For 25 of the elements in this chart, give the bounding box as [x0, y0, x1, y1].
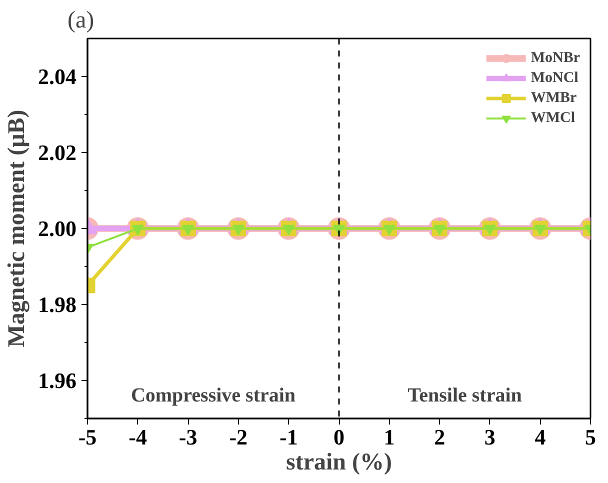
x-tick-label: 1 [384, 424, 395, 450]
text: (a) [68, 8, 94, 34]
x-tick-label: 3 [484, 424, 496, 450]
legend-label: MoNBr [530, 50, 580, 66]
x-tick-label: -2 [229, 424, 248, 450]
x-tick-label: -4 [128, 424, 147, 450]
x-tick-label: -3 [178, 424, 198, 450]
y-tick-label: 1.96 [38, 368, 76, 393]
y-tick-label: 1.98 [38, 292, 76, 317]
y-tick-label: 2.00 [38, 216, 76, 241]
x-axis-title: strain (%) [286, 450, 392, 476]
annotation: Tensile strain [408, 384, 522, 406]
x-tick-label: 0 [334, 424, 344, 450]
x-tick-label: -5 [78, 424, 97, 450]
legend-label: MoNCl [530, 70, 578, 86]
x-tick-label: 5 [585, 424, 596, 450]
annotation: Compressive strain [130, 384, 296, 406]
y-axis-title: Magnetic moment (μB) [4, 110, 30, 348]
legend-label: WMCl [530, 110, 576, 126]
y-tick-label: 2.04 [38, 64, 76, 89]
x-tick-label: 4 [534, 424, 546, 450]
legend-label: WMBr [530, 90, 577, 106]
x-tick-label: -1 [280, 424, 298, 450]
x-tick-label: 2 [434, 424, 446, 450]
y-tick-label: 2.02 [38, 140, 76, 165]
